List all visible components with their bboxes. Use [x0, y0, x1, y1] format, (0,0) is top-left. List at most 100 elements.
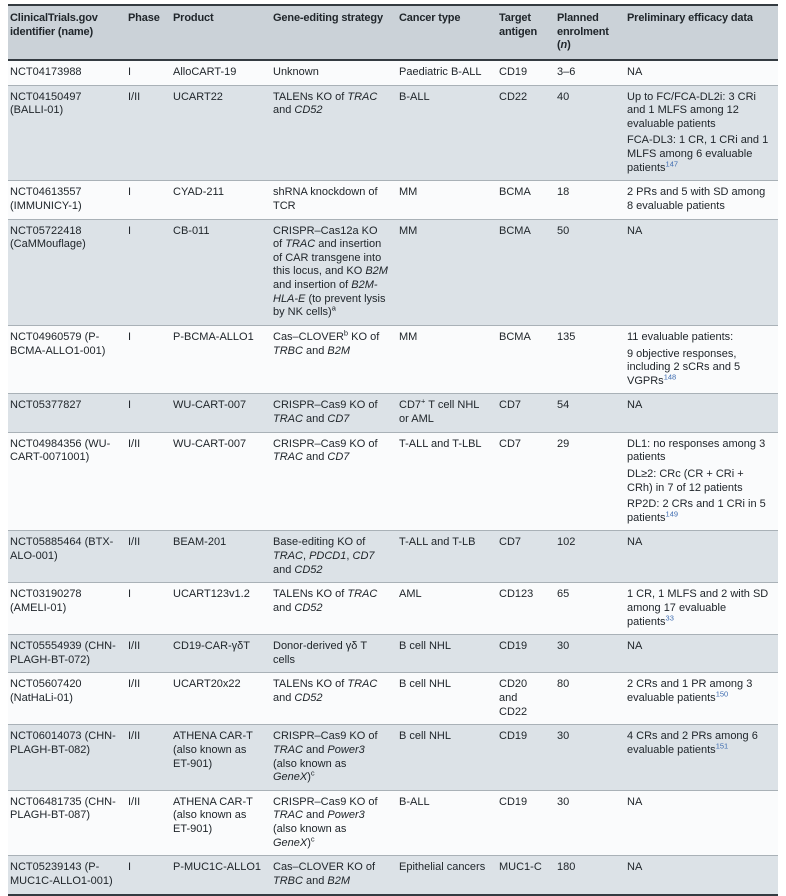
cell-text: UCART20x22	[173, 678, 241, 691]
cell-text: CD19	[499, 640, 528, 653]
cell-text: CD19	[499, 795, 528, 808]
cell-text: MM	[399, 186, 418, 199]
cell-strategy: TALENs KO of TRAC and CD52	[271, 672, 397, 725]
cell-product: UCART22	[171, 84, 271, 181]
cell-text: 40	[557, 90, 570, 103]
table-row: NCT05239143 (P-MUC1C-ALLO1-001) I P-MUC1C-…	[8, 855, 778, 895]
cell-target-antigen: CD22	[497, 84, 555, 181]
citation-link[interactable]: 147	[665, 158, 679, 168]
cell-efficacy: 2 PRs and 5 with SD among 8 evaluable pa…	[625, 180, 778, 219]
italic-text: TRAC	[273, 743, 303, 756]
italic-text: TRAC	[347, 588, 378, 601]
cell-efficacy: 11 evaluable patients: 9 objective respon…	[625, 324, 778, 394]
cell-strategy: CRISPR–Cas9 KO of TRAC and Power3 (also …	[271, 724, 397, 791]
citation-link[interactable]: 150	[715, 689, 729, 699]
citation-link[interactable]: 33	[665, 612, 674, 622]
cell-text: NCT04984356 (WU-CART-0071001)	[10, 437, 111, 464]
cell-phase: I	[126, 60, 171, 85]
cell-phase: I	[126, 582, 171, 635]
citation-link[interactable]: 148	[663, 372, 677, 382]
cell-text: NCT04960579 (P-BCMA-ALLO1-001)	[10, 330, 106, 357]
header-text: Target antigen	[499, 12, 538, 38]
cell-efficacy: 4 CRs and 2 PRs among 6 evaluable patien…	[625, 724, 778, 791]
column-header-identifier: ClinicalTrials.gov identifier (name)	[8, 5, 126, 61]
italic-text: CD52	[294, 601, 323, 614]
column-header-phase: Phase	[126, 5, 171, 61]
cell-text: 18	[557, 186, 570, 199]
italic-text: TRBC	[273, 874, 303, 887]
cell-text: DL1: no responses among 3 patients	[627, 437, 766, 464]
cell-identifier: NCT05239143 (P-MUC1C-ALLO1-001)	[8, 855, 126, 895]
cell-text: TALENs KO of TRAC and CD52	[273, 678, 378, 704]
cell-target-antigen: BCMA	[497, 218, 555, 326]
cell-cancer-type: T-ALL and T-LB	[397, 530, 497, 583]
table-row: NCT06481735 (CHN-PLAGH-BT-087) I/II ATHENA…	[8, 789, 778, 856]
italic-text: TRAC	[273, 809, 303, 822]
cell-enrolment: 135	[555, 324, 625, 394]
cell-efficacy: NA	[625, 393, 778, 433]
cell-cancer-type: Paediatric B-ALL	[397, 60, 497, 85]
cell-text: NCT05885464 (BTX-ALO-001)	[10, 536, 114, 562]
citation-link[interactable]: 149	[665, 509, 679, 519]
cell-identifier: NCT05607420 (NatHaLi-01)	[8, 672, 126, 725]
cell-target-antigen: CD123	[497, 582, 555, 635]
cell-text: NCT05607420 (NatHaLi-01)	[10, 678, 82, 704]
italic-text: B2M	[365, 265, 388, 278]
cell-text: 2 CRs and 1 PR among 3 evaluable patient…	[627, 678, 753, 704]
cell-text: 180	[557, 861, 576, 874]
cell-product: CYAD-211	[171, 180, 271, 219]
cell-strategy: CRISPR–Cas9 KO of TRAC and CD7	[271, 431, 397, 531]
header-text: Product	[173, 12, 214, 24]
cell-product: WU-CART-007	[171, 393, 271, 433]
cell-text: Base-editing KO of TRAC, PDCD1, CD7 and …	[273, 536, 375, 576]
cell-text: NCT05239143 (P-MUC1C-ALLO1-001)	[10, 861, 113, 887]
cell-text: CD20 and CD22	[499, 678, 528, 718]
cell-text: WU-CART-007	[173, 437, 247, 450]
cell-text: BCMA	[499, 330, 531, 343]
cell-efficacy: NA	[625, 789, 778, 856]
italic-text: B2M	[327, 874, 351, 887]
table-row: NCT03190278 (AMELI-01) I UCART123v1.2 TALEN…	[8, 582, 778, 635]
cell-text: I	[128, 861, 132, 874]
cell-text: P-MUC1C-ALLO1	[173, 861, 262, 874]
footnote-marker: +	[421, 396, 426, 406]
italic-text: TRBC	[273, 344, 303, 357]
cell-identifier: NCT05885464 (BTX-ALO-001)	[8, 530, 126, 583]
citation-link[interactable]: 151	[715, 741, 729, 751]
italic-text: B2M	[327, 344, 351, 357]
table-row: NCT04960579 (P-BCMA-ALLO1-001) I P-BCMA-AL…	[8, 324, 778, 394]
cell-text: 54	[557, 399, 570, 412]
cell-text: MM	[399, 330, 418, 343]
cell-phase: I/II	[126, 634, 171, 673]
table-row: NCT05377827 I WU-CART-007 CRISPR–Cas9 KO of…	[8, 393, 778, 433]
cell-target-antigen: CD19	[497, 634, 555, 673]
cell-text: BEAM-201	[173, 536, 227, 549]
cell-text: P-BCMA-ALLO1	[173, 330, 254, 343]
cell-text: Unknown	[273, 65, 319, 78]
column-header-enrolment: Planned enrolment (n)	[555, 5, 625, 61]
cell-phase: I	[126, 180, 171, 219]
cell-product: UCART20x22	[171, 672, 271, 725]
cell-text: CRISPR–Cas9 KO of TRAC and Power3 (also …	[273, 730, 378, 784]
cell-text: 135	[557, 330, 576, 343]
cell-text: NCT05554939 (CHN-PLAGH-BT-072)	[10, 640, 116, 666]
cell-text: CD19-CAR-γδT	[173, 640, 251, 653]
cell-enrolment: 40	[555, 84, 625, 181]
cell-phase: I/II	[126, 789, 171, 856]
italic-text: TRAC	[273, 550, 303, 562]
cell-cancer-type: B cell NHL	[397, 724, 497, 791]
cell-text: WU-CART-007	[173, 399, 247, 412]
italic-text: TRAC	[285, 238, 316, 251]
cell-text: ATHENA CAR-T (also known as ET-901)	[173, 730, 253, 770]
cell-text: NCT05722418 (CaMMouflage)	[10, 224, 86, 251]
cell-phase: I	[126, 218, 171, 326]
cell-strategy: TALENs KO of TRAC and CD52	[271, 84, 397, 181]
cell-text: RP2D: 2 CRs and 1 CRi in 5 patients149	[627, 498, 766, 524]
cell-identifier: NCT06481735 (CHN-PLAGH-BT-087)	[8, 789, 126, 856]
italic-text: TRAC	[273, 451, 303, 464]
cell-product: ATHENA CAR-T (also known as ET-901)	[171, 789, 271, 856]
cell-text: Up to FC/FCA-DL2i: 3 CRi and 1 MLFS amon…	[627, 90, 756, 130]
cell-text: I/II	[128, 678, 141, 691]
cell-target-antigen: CD19	[497, 60, 555, 85]
cell-text: CYAD-211	[173, 186, 224, 199]
